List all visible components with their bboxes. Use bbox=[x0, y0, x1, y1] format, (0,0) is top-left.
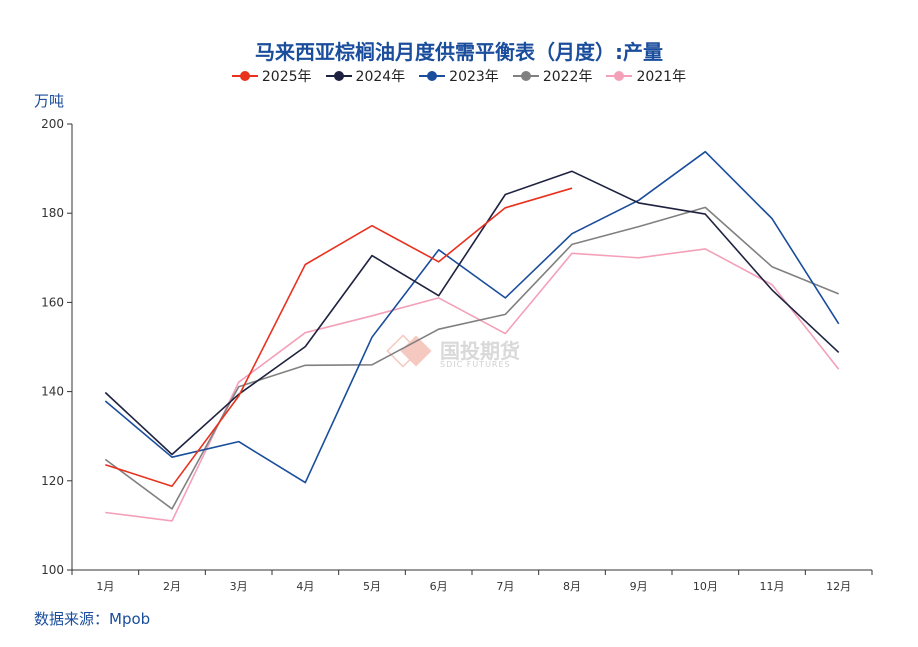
x-tick-label: 8月 bbox=[563, 580, 581, 593]
legend-label: 2023年 bbox=[449, 69, 499, 85]
x-tick-label: 12月 bbox=[826, 580, 851, 593]
chart-title: 马来西亚棕榈油月度供需平衡表（月度）:产量 bbox=[255, 40, 663, 64]
x-tick-label: 3月 bbox=[230, 580, 248, 593]
x-tick-label: 5月 bbox=[363, 580, 381, 593]
x-tick-label: 4月 bbox=[296, 580, 314, 593]
legend-marker bbox=[231, 70, 258, 82]
y-tick-label: 140 bbox=[41, 385, 64, 399]
y-axis-unit: 万吨 bbox=[34, 92, 65, 110]
legend-label: 2024年 bbox=[355, 69, 406, 85]
x-tick-label: 6月 bbox=[430, 580, 448, 593]
legend-label: 2022年 bbox=[542, 69, 593, 85]
legend-marker bbox=[419, 70, 446, 82]
series-line-2023年 bbox=[104, 150, 840, 484]
legend-marker bbox=[325, 70, 352, 82]
legend-item: 2023年 bbox=[419, 66, 499, 86]
y-tick-label: 120 bbox=[41, 474, 64, 488]
legend-item: 2021年 bbox=[606, 66, 686, 86]
legend-item: 2022年 bbox=[512, 66, 593, 86]
legend-marker bbox=[512, 70, 539, 82]
watermark-logo: 国投期货 SDIC FUTURES bbox=[386, 334, 520, 369]
x-tick-label: 11月 bbox=[760, 580, 785, 593]
chart-legend: 2025年 2024年 2023年 2022年 2021年 bbox=[0, 66, 918, 86]
x-tick-label: 10月 bbox=[693, 580, 718, 593]
legend-item: 2025年 bbox=[231, 66, 312, 86]
y-tick-label: 200 bbox=[41, 117, 64, 131]
x-tick-label: 7月 bbox=[496, 580, 514, 593]
legend-label: 2025年 bbox=[261, 69, 312, 85]
watermark-text: 国投期货 bbox=[440, 339, 520, 363]
series-line-2025年 bbox=[105, 187, 573, 488]
watermark-subtext: SDIC FUTURES bbox=[440, 360, 511, 369]
x-tick-label: 1月 bbox=[96, 580, 114, 593]
watermark-icon bbox=[386, 334, 432, 368]
legend-marker bbox=[606, 70, 633, 82]
data-source: 数据来源：Mpob bbox=[34, 610, 151, 628]
y-tick-label: 180 bbox=[41, 206, 64, 220]
series-line-2021年 bbox=[105, 248, 840, 522]
x-tick-label: 2月 bbox=[163, 580, 181, 593]
legend-label: 2021年 bbox=[636, 69, 687, 85]
y-tick-label: 160 bbox=[41, 295, 64, 309]
series-line-2024年 bbox=[104, 170, 840, 456]
series-line-2022年 bbox=[104, 206, 840, 510]
legend-item: 2024年 bbox=[325, 66, 406, 86]
x-tick-label: 9月 bbox=[630, 580, 648, 593]
y-tick-label: 100 bbox=[41, 563, 64, 577]
